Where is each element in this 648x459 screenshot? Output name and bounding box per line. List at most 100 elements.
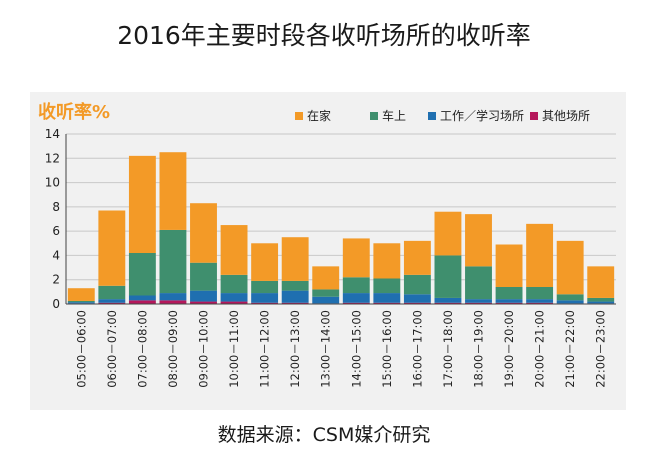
bar-segment (526, 223, 554, 287)
bar-segment (526, 299, 554, 303)
bar-segment (67, 288, 95, 301)
x-tick-label: 18:00－19:00 (472, 310, 486, 388)
bar-segment (128, 300, 156, 304)
x-tick-label: 07:00－08:00 (135, 310, 149, 388)
page-title: 2016年主要时段各收听场所的收听率 (117, 21, 531, 50)
bar-segment (98, 210, 126, 286)
x-tick-label: 14:00－15:00 (349, 310, 363, 388)
y-tick-label: 2 (52, 273, 60, 287)
bar-segment (587, 297, 615, 302)
y-tick-label: 12 (45, 151, 60, 165)
bar-segment (67, 300, 95, 303)
bar-segment (342, 277, 370, 294)
bar-segment (434, 302, 462, 304)
legend-label: 工作／学习场所 (440, 108, 524, 123)
legend-label: 车上 (382, 108, 406, 123)
bar-segment (67, 302, 95, 304)
legend-swatch (370, 112, 378, 120)
x-tick-label: 22:00－23:00 (594, 310, 608, 388)
legend: 在家 车上 工作／学习场所 其他场所 (295, 108, 590, 123)
bar-segment (495, 299, 523, 303)
bar-segment (495, 302, 523, 304)
bar-segment (190, 301, 217, 304)
source-note: 数据来源：CSM媒介研究 (217, 424, 431, 446)
legend-swatch (295, 112, 303, 120)
legend-swatch (428, 112, 436, 120)
x-tick-label: 11:00－12:00 (258, 310, 272, 388)
y-tick-label: 10 (45, 176, 60, 190)
bar-segment (251, 280, 279, 294)
bar-segment (434, 211, 462, 256)
x-tick-label: 09:00－10:00 (197, 310, 211, 388)
bar-segment (465, 266, 492, 300)
bar-segment (281, 237, 309, 281)
bar-segment (128, 253, 156, 296)
bar-segment (403, 240, 431, 275)
bar-segment (465, 299, 492, 303)
bar-segment (128, 155, 156, 253)
chart-panel: 收听率% 0 2 4 6 8 10 12 14 05:00－06:00 06:00－07:00 0… (30, 92, 626, 410)
bar-segment (190, 262, 217, 291)
bar-segment (220, 225, 248, 275)
bar-segment (556, 300, 584, 304)
bar-segment (403, 274, 431, 295)
bar-segment (190, 290, 217, 302)
bar-segment (220, 274, 248, 294)
y-axis-label: 收听率% (38, 101, 110, 123)
bar-segment (342, 302, 370, 304)
bar-segment (98, 285, 126, 300)
bar-segment (159, 300, 187, 304)
legend-label: 其他场所 (542, 109, 590, 123)
x-tick-label: 10:00－11:00 (227, 310, 241, 388)
bar-segment (281, 302, 309, 304)
bar-segment (587, 266, 615, 298)
bar-segment (281, 280, 309, 291)
bar-segment (526, 302, 554, 304)
grid (66, 133, 616, 281)
x-tick-label: 06:00－07:00 (105, 310, 119, 388)
y-tick-label: 6 (52, 224, 60, 238)
x-tick-label: 13:00－14:00 (319, 310, 333, 388)
bar-segment (220, 293, 248, 302)
x-tick-label: 17:00－18:00 (441, 310, 455, 388)
y-tick-label: 0 (52, 297, 60, 311)
bar-segment (526, 287, 554, 300)
bar-segment (98, 299, 126, 303)
bar-segment (495, 244, 523, 287)
bar-segment (373, 243, 401, 279)
x-tick-label: 21:00－22:00 (563, 310, 577, 388)
bar-segment (159, 152, 187, 230)
bar-segment (159, 293, 187, 301)
bar-segment (465, 214, 492, 267)
bar-segment (434, 297, 462, 303)
bar-segment (190, 203, 217, 263)
bar-segment (373, 293, 401, 303)
bar-segment (587, 301, 615, 304)
bar-segment (251, 293, 279, 303)
bar-segment (220, 301, 248, 304)
bar-segment (342, 238, 370, 278)
bar-segment (434, 255, 462, 298)
x-tick-label: 20:00－21:00 (533, 310, 547, 388)
y-axis-ticks: 0 2 4 6 8 10 12 14 (45, 127, 60, 311)
bars (67, 152, 615, 304)
x-axis-ticks: 05:00－06:00 06:00－07:00 07:00－08:00 08:00－0… (74, 310, 607, 388)
x-tick-label: 08:00－09:00 (166, 310, 180, 388)
bar-segment (312, 296, 340, 304)
bar-segment (251, 243, 279, 281)
bar-segment (281, 290, 309, 303)
legend-swatch (530, 112, 538, 120)
x-tick-label: 12:00－13:00 (288, 310, 302, 388)
bar-segment (465, 302, 492, 304)
y-tick-label: 14 (45, 127, 60, 141)
bar-segment (98, 302, 126, 304)
x-tick-label: 05:00－06:00 (74, 310, 88, 388)
legend-label: 在家 (307, 108, 331, 123)
x-tick-label: 19:00－20:00 (502, 310, 516, 388)
x-tick-label: 16:00－17:00 (410, 310, 424, 388)
bar-segment (342, 293, 370, 303)
bar-segment (312, 289, 340, 297)
bar-segment (373, 278, 401, 294)
x-tick-label: 15:00－16:00 (380, 310, 394, 388)
bar-segment (312, 266, 340, 290)
